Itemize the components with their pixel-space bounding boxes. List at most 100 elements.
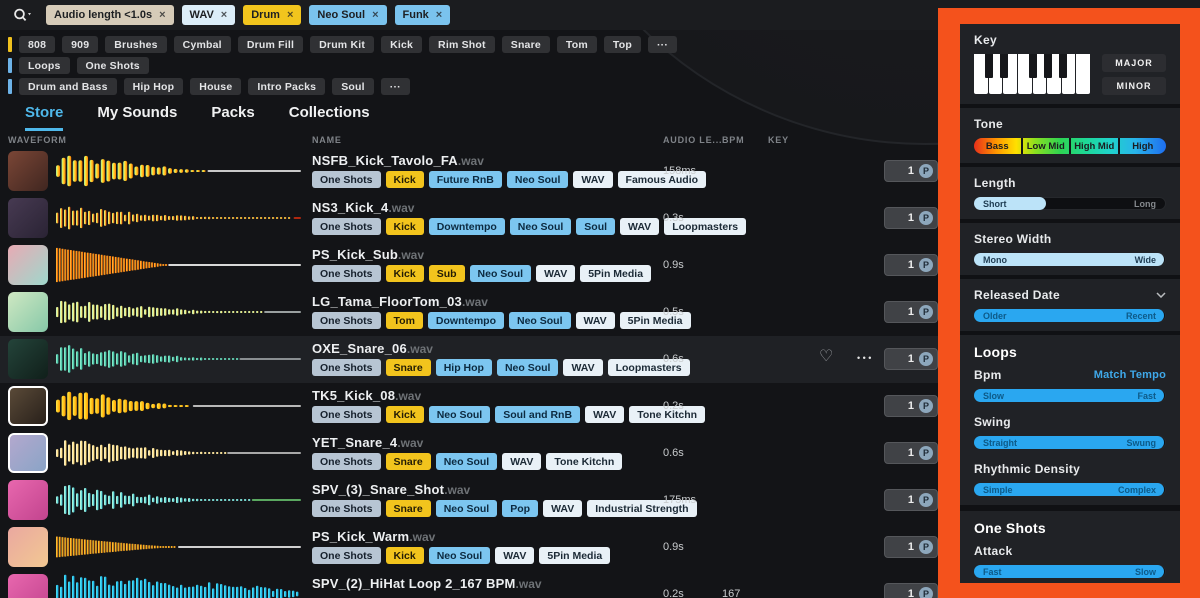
waveform-preview[interactable] <box>55 480 301 520</box>
piano-black-key[interactable] <box>984 54 993 78</box>
pack-artwork-thumbnail[interactable] <box>8 386 48 426</box>
tag-button[interactable]: Cymbal <box>173 36 231 53</box>
sample-tag-chip[interactable]: One Shots <box>312 218 381 235</box>
slider-released-date[interactable]: Older Recent <box>974 309 1166 322</box>
minor-button[interactable]: MINOR <box>1102 77 1166 95</box>
table-row[interactable]: LG_Tama_FloorTom_03.wav One Shots Tom Downt… <box>0 289 1200 336</box>
tone-segment-bass[interactable]: Bass <box>985 140 1009 152</box>
sample-tag-chip[interactable]: Soul and RnB <box>495 406 581 423</box>
sample-tag-chip[interactable]: Loopmasters <box>607 359 690 376</box>
sample-tag-chip[interactable]: 5Pin Media <box>580 265 652 282</box>
filter-chip[interactable]: WAV × <box>181 5 236 25</box>
table-row[interactable]: SPV_(3)_Snare_Shot.wav One Shots Snare Neo … <box>0 477 1200 524</box>
sample-name[interactable]: NSFB_Kick_Tavolo_FA.wav <box>312 152 484 170</box>
chip-dismiss-icon[interactable]: × <box>220 9 228 21</box>
sample-tag-chip[interactable]: One Shots <box>312 453 381 470</box>
sample-tag-chip[interactable]: Future RnB <box>428 171 502 188</box>
sample-tag-chip[interactable]: One Shots <box>312 171 381 188</box>
sample-tag-chip[interactable]: Downtempo <box>427 312 504 329</box>
sample-tag-chip[interactable]: Soul <box>576 218 616 235</box>
tone-segment-high-mid[interactable]: High Mid <box>1069 138 1118 154</box>
sample-tag-chip[interactable]: Tom <box>385 312 423 329</box>
tag-button[interactable]: One Shots <box>76 57 149 74</box>
table-row[interactable]: PS_Kick_Sub.wav One Shots Kick Sub Neo Soul W… <box>0 242 1200 289</box>
sample-tag-chip[interactable]: Industrial Strength <box>587 500 697 517</box>
sample-tag-chip[interactable]: Neo Soul <box>496 359 559 376</box>
sample-tag-chip[interactable]: WAV <box>502 453 542 470</box>
match-tempo-link[interactable]: Match Tempo <box>1093 369 1166 381</box>
piano-keyboard[interactable] <box>974 54 1090 94</box>
pack-artwork-thumbnail[interactable] <box>8 151 48 191</box>
waveform-preview[interactable] <box>55 245 301 285</box>
tag-button[interactable]: Hip Hop <box>123 78 184 95</box>
sample-name[interactable]: SPV_(2)_HiHat Loop 2_167 BPM.wav <box>312 575 542 593</box>
waveform-preview[interactable] <box>55 574 301 598</box>
piano-white-key[interactable] <box>1076 54 1090 94</box>
slider-rhythmic-density[interactable]: Simple Complex <box>974 483 1166 496</box>
tone-slider[interactable]: Bass Low Mid High Mid High <box>974 138 1166 154</box>
sample-tag-chip[interactable]: WAV <box>495 547 535 564</box>
sample-tag-chip[interactable]: Hip Hop <box>435 359 492 376</box>
filter-chip[interactable]: Funk × <box>394 5 451 25</box>
sample-tag-chip[interactable]: Loopmasters <box>664 218 747 235</box>
pack-artwork-thumbnail[interactable] <box>8 198 48 238</box>
piano-white-key[interactable] <box>974 54 988 94</box>
sample-tag-chip[interactable]: Neo Soul <box>428 547 491 564</box>
waveform-preview[interactable] <box>55 386 301 426</box>
piano-black-key[interactable] <box>1058 54 1067 78</box>
slider-attack[interactable]: Fast Slow <box>974 565 1166 578</box>
tab-packs[interactable]: Packs <box>211 104 255 121</box>
pack-artwork-thumbnail[interactable] <box>8 433 48 473</box>
tag-button[interactable]: Soul <box>332 78 374 95</box>
sample-tag-chip[interactable]: WAV <box>620 218 660 235</box>
tag-button[interactable]: Drum Kit <box>310 36 375 53</box>
chip-dismiss-icon[interactable]: × <box>286 9 294 21</box>
slider-bpm[interactable]: Slow Fast <box>974 389 1166 402</box>
sample-tag-chip[interactable]: Kick <box>385 218 424 235</box>
tag-button[interactable]: Drum and Bass <box>19 78 117 95</box>
filter-chip[interactable]: Audio length <1.0s × <box>46 5 174 25</box>
waveform-preview[interactable] <box>55 527 301 567</box>
pack-artwork-thumbnail[interactable] <box>8 339 48 379</box>
sample-tag-chip[interactable]: One Shots <box>312 547 381 564</box>
table-row[interactable]: SPV_(2)_HiHat Loop 2_167 BPM.wav 0.2s 167 1… <box>0 571 1200 598</box>
tag-button[interactable]: Loops <box>19 57 70 74</box>
sample-tag-chip[interactable]: Neo Soul <box>428 406 491 423</box>
filter-chip[interactable]: Neo Soul × <box>309 5 387 25</box>
sample-tag-chip[interactable]: Snare <box>385 359 431 376</box>
search-icon[interactable] <box>12 7 34 23</box>
sample-tag-chip[interactable]: One Shots <box>312 500 381 517</box>
sample-tag-chip[interactable]: Kick <box>385 406 424 423</box>
pack-artwork-thumbnail[interactable] <box>8 574 48 598</box>
table-row[interactable]: PS_Kick_Warm.wav One Shots Kick Neo Soul WAV… <box>0 524 1200 571</box>
pack-artwork-thumbnail[interactable] <box>8 480 48 520</box>
waveform-preview[interactable] <box>55 433 301 473</box>
tag-overflow-button[interactable]: ··· <box>380 78 410 95</box>
pack-artwork-thumbnail[interactable] <box>8 527 48 567</box>
sample-tag-chip[interactable]: Neo Soul <box>435 500 498 517</box>
tab-my-sounds[interactable]: My Sounds <box>97 104 178 121</box>
sample-name[interactable]: NS3_Kick_4.wav <box>312 199 414 217</box>
chip-dismiss-icon[interactable]: × <box>159 9 166 21</box>
piano-black-key[interactable] <box>1043 54 1052 78</box>
piano-black-key[interactable] <box>1029 54 1037 78</box>
tag-button[interactable]: Intro Packs <box>248 78 326 95</box>
sample-tag-chip[interactable]: Neo Soul <box>469 265 532 282</box>
slider-length[interactable]: Short Long <box>974 197 1166 210</box>
table-row[interactable]: NS3_Kick_4.wav One Shots Kick Downtempo Neo … <box>0 195 1200 242</box>
sample-name[interactable]: PS_Kick_Sub.wav <box>312 246 424 264</box>
chip-dismiss-icon[interactable]: × <box>372 9 379 21</box>
sample-tag-chip[interactable]: One Shots <box>312 265 381 282</box>
sample-tag-chip[interactable]: 5Pin Media <box>539 547 611 564</box>
sample-name[interactable]: YET_Snare_4.wav <box>312 434 423 452</box>
row-more-options-icon[interactable]: ••• <box>857 353 874 363</box>
pack-artwork-thumbnail[interactable] <box>8 292 48 332</box>
sample-tag-chip[interactable]: Kick <box>385 265 424 282</box>
tag-overflow-button[interactable]: ··· <box>647 36 678 53</box>
